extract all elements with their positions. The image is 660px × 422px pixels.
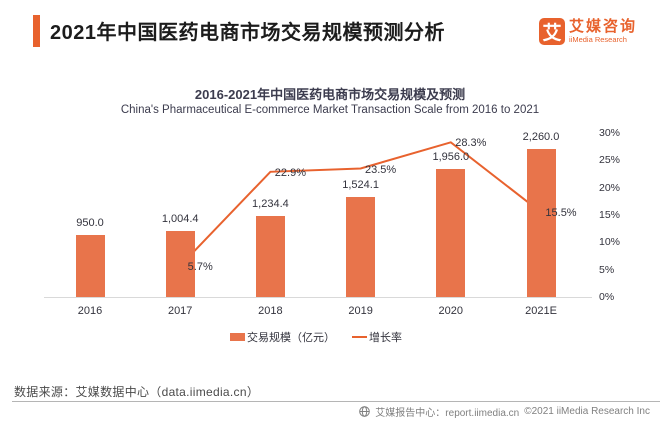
y-axis-tick: 20% — [599, 181, 621, 194]
growth-rate-label: 22.9% — [274, 166, 306, 179]
bar-2021E — [526, 148, 556, 297]
bar-2016 — [75, 234, 105, 297]
bar-2019 — [346, 197, 376, 297]
legend-item-transaction-scale: 交易规模（亿元） — [230, 329, 335, 345]
legend-item-growth-rate: 增长率 — [352, 329, 402, 345]
bar-value-label: 1,956.0 — [432, 150, 470, 163]
data-source-note: 数据来源：艾媒数据中心（data.iimedia.cn） — [14, 385, 260, 399]
logo-name-cn: 艾媒咨询 — [569, 18, 638, 35]
x-axis-label: 2020 — [438, 305, 464, 317]
x-axis-line — [44, 297, 592, 298]
x-axis-label: 2018 — [258, 305, 283, 317]
growth-rate-label: 28.3% — [455, 137, 487, 150]
line-series-swatch — [352, 335, 367, 339]
y-axis-tick: 5% — [599, 263, 615, 276]
bar-2017 — [165, 231, 195, 297]
chart-title: 2016-2021年中国医药电商市场交易规模及预测 — [194, 87, 466, 102]
x-axis-label: 2019 — [348, 305, 373, 317]
x-axis-label: 2017 — [167, 305, 193, 317]
legend-label-transaction-scale: 交易规模（亿元） — [247, 332, 335, 344]
bar-value-label: 1,004.4 — [161, 213, 199, 226]
y-axis-tick: 15% — [599, 208, 621, 221]
y-axis-tick: 30% — [599, 126, 621, 139]
chart-legend: 交易规模（亿元） 增长率 — [0, 330, 632, 344]
growth-rate-label: 23.5% — [364, 163, 397, 176]
bar-2020 — [436, 168, 466, 297]
y-axis-tick: 0% — [599, 291, 615, 303]
footer-report-center: 艾媒报告中心：report.iimedia.cn — [375, 408, 520, 419]
bar-value-label: 950.0 — [76, 216, 104, 229]
growth-rate-label: 5.7% — [187, 260, 213, 273]
bar-value-label: 1,234.4 — [252, 198, 289, 211]
growth-rate-label: 15.5% — [545, 207, 577, 220]
footer: 艾媒报告中心：report.iimedia.cn ©2021 iiMedia R… — [359, 404, 650, 419]
page-title: 2021年中国医药电商市场交易规模预测分析 — [50, 22, 445, 44]
bar-series-swatch — [230, 333, 245, 341]
bar-value-label: 2,260.0 — [522, 130, 560, 143]
iimedia-logo-text: 艾媒咨询 iiMedia Research — [569, 18, 637, 44]
footer-copyright: ©2021 iiMedia Research Inc — [524, 406, 650, 417]
logo-mark-glyph: 艾 — [542, 23, 562, 44]
logo-name-en: iiMedia Research — [569, 35, 627, 44]
chart-subtitle: China's Pharmaceutical E-commerce Market… — [120, 104, 540, 116]
title-accent-bar — [33, 15, 40, 47]
globe-icon — [359, 406, 371, 417]
y-axis-tick: 10% — [599, 236, 621, 249]
bar-value-label: 1,524.1 — [342, 179, 379, 192]
x-axis-label: 2016 — [77, 305, 103, 317]
iimedia-logo-icon: 艾 — [539, 18, 565, 45]
x-axis-label: 2021E — [525, 305, 557, 317]
y-axis-tick: 25% — [599, 154, 621, 167]
legend-label-growth-rate: 增长率 — [369, 332, 402, 344]
footer-divider — [12, 401, 660, 402]
bar-2018 — [255, 216, 285, 297]
